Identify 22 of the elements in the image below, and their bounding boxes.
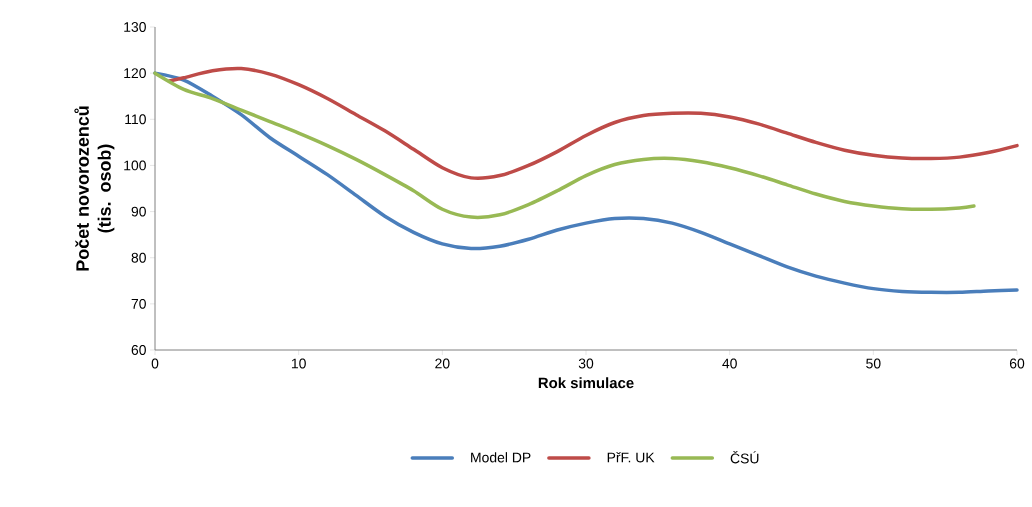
y-tick-label: 110 (125, 114, 146, 125)
x-tick-label: 10 (291, 358, 306, 369)
x-tick-label: 50 (866, 358, 881, 369)
y-axis-title: Počet novorozenců (tis. osob) (74, 106, 115, 271)
y-tick-label: 120 (124, 68, 146, 79)
line-series (167, 66, 1019, 180)
legend-label: ČSÚ (730, 451, 759, 464)
x-tick-label: 60 (1009, 358, 1025, 369)
x-tick-label: 30 (578, 358, 594, 369)
y-tick-label: 100 (124, 160, 146, 171)
legend-label: PřF. UK (607, 452, 655, 463)
x-tick-label: 20 (435, 358, 450, 369)
legend-label: Model DP (471, 452, 531, 463)
y-tick-label: 130 (124, 22, 146, 32)
x-tick-label: 40 (722, 358, 737, 369)
x-axis-title: Rok simulace (538, 377, 634, 389)
y-tick-label: 60 (131, 345, 146, 355)
y-tick-label: 80 (131, 252, 146, 263)
line-series (153, 71, 976, 220)
y-tick-label: 90 (131, 206, 146, 217)
y-tick-label: 70 (131, 298, 146, 309)
x-tick-label: 0 (151, 358, 159, 369)
